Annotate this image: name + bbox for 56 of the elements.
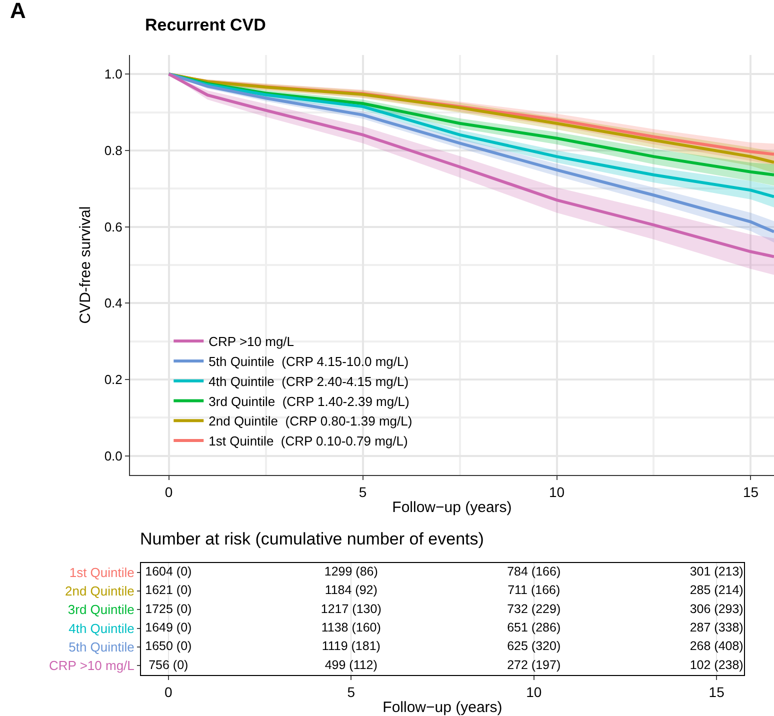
text: 625 (320) [507, 639, 561, 654]
legend-label: CRP >10 mg/L [208, 334, 294, 350]
x-tick-label: 10 [526, 684, 542, 700]
chart-title: Recurrent CVD [145, 15, 266, 34]
text: 1138 (160) [321, 620, 381, 634]
y-tick-label: 4th Quintile [68, 620, 134, 636]
text: 1650 (0) [145, 639, 192, 654]
y-axis-title: CVD-free survival [77, 206, 94, 324]
y-tick-label: 0.4 [104, 296, 122, 311]
legend-label: 2nd Quintile (CRP 0.80-1.39 mg/L) [208, 414, 412, 429]
text: 1604 (0) [145, 564, 192, 578]
text: 756 (0) [148, 658, 188, 672]
text: 268 (408) [690, 639, 744, 654]
y-tick-label: 1.0 [104, 66, 122, 82]
y-tick-label: 2nd Quintile [65, 584, 134, 599]
text: 784 (166) [507, 564, 561, 578]
x-tick-label: 0 [164, 684, 173, 700]
y-tick-label: CRP >10 mg/L [49, 658, 134, 674]
x-tick-label: 0 [164, 484, 173, 500]
y-tick-label: 0.2 [104, 372, 122, 388]
text: 1119 (181) [322, 639, 380, 654]
text: 306 (293) [690, 602, 744, 616]
x-tick-label: 15 [708, 684, 725, 700]
text: 499 (112) [324, 658, 378, 672]
text: 102 (238) [690, 658, 744, 672]
text: 732 (229) [507, 602, 561, 616]
y-tick-label: 3rd Quintile [68, 602, 134, 618]
y-tick-label: 5th Quintile [68, 640, 134, 655]
legend-label: 1st Quintile (CRP 0.10-0.79 mg/L) [208, 434, 408, 449]
y-tick-label: 0.6 [104, 219, 122, 234]
text: 1184 (92) [324, 583, 378, 598]
x-axis-title: Follow−up (years) [392, 498, 512, 516]
text: 1621 (0) [145, 583, 192, 598]
text: 1725 (0) [145, 602, 192, 616]
text: 651 (286) [507, 620, 561, 634]
x-tick-label: 10 [548, 484, 565, 500]
x-axis-title: Follow−up (years) [382, 698, 502, 716]
legend-label: 3rd Quintile (CRP 1.40-2.39 mg/L) [208, 394, 410, 409]
x-tick-label: 15 [742, 484, 759, 500]
text: 285 (214) [690, 583, 744, 598]
chart-title: Number at risk (cumulative number of events) [140, 530, 484, 549]
legend-label: 4th Quintile (CRP 2.40-4.15 mg/L) [208, 374, 409, 389]
legend-label: 5th Quintile (CRP 4.15-10.0 mg/L) [208, 354, 409, 370]
text: 1217 (130) [320, 602, 382, 616]
text: 301 (213) [690, 564, 744, 578]
text: 272 (197) [507, 658, 561, 672]
text: 287 (338) [690, 620, 744, 634]
y-tick-label: 1st Quintile [69, 564, 134, 580]
text: 711 (166) [508, 583, 560, 598]
y-tick-label: 0.0 [104, 448, 122, 464]
text: 1649 (0) [145, 620, 192, 634]
x-tick-label: 5 [358, 484, 367, 500]
y-tick-label: 0.8 [104, 143, 122, 158]
text: 1299 (86) [324, 564, 378, 578]
text: A [10, 0, 26, 23]
x-tick-label: 5 [347, 684, 356, 700]
